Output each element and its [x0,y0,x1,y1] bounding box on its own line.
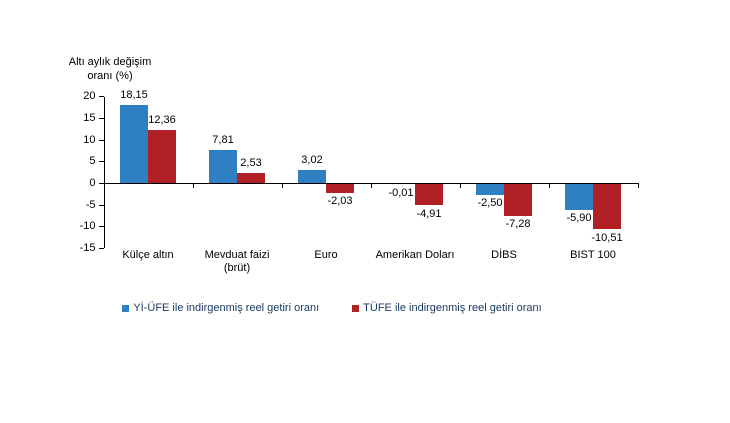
y-tick-label: 10 [83,133,96,146]
bar-value-label: -7,28 [505,218,531,230]
bar-value-label: 7,81 [212,133,234,146]
bar-value-label: -2,50 [477,197,503,210]
bar [565,184,593,210]
y-tick [98,204,104,206]
bar-value-label: 18,15 [120,88,148,101]
bar-value-label: -10,51 [591,231,623,244]
bar-value-label: -2,03 [327,195,353,208]
legend-label: Yİ-ÜFE ile indirgenmiş reel getiri oranı [133,302,320,314]
bar [476,184,504,195]
y-tick [98,96,104,98]
x-tick [370,183,372,188]
x-tick [637,183,639,188]
y-tick-label: -10 [79,220,96,233]
y-tick-label: 0 [89,177,96,189]
x-tick [459,183,461,188]
category-label: Euro [314,249,338,261]
bar [326,184,354,193]
y-axis-title: Altı aylık değişim oranı (%) [68,56,152,82]
y-tick [98,226,104,228]
y-tick [98,139,104,141]
bar [504,184,532,216]
category-label: Külçe altın [122,249,174,261]
legend-item: Yİ-ÜFE ile indirgenmiş reel getiri oranı [122,302,319,315]
y-axis-line [103,96,105,249]
legend: Yİ-ÜFE ile indirgenmiş reel getiri oranı… [0,302,664,315]
bar-value-label: -0,01 [388,186,414,199]
bar [593,184,621,230]
x-tick [548,183,550,188]
category-label: Mevduat faizi (brüt) [204,249,270,274]
x-tick [103,183,105,188]
bar-value-label: 3,02 [301,154,323,167]
y-tick-label: -15 [79,241,96,254]
bar-value-label: 2,53 [240,156,262,169]
category-label: DİBS [491,249,517,261]
y-tick-label: 20 [83,90,96,103]
y-tick-label: 5 [89,155,96,168]
y-tick [98,161,104,163]
bar [209,149,237,184]
bar [298,170,326,184]
bar [120,104,148,184]
y-tick-label: -5 [85,198,96,211]
bar-value-label: 12,36 [148,114,176,127]
bar [148,130,176,184]
category-label: BIST 100 [570,249,616,261]
x-tick [192,183,194,188]
y-tick [98,183,104,184]
bar-value-label: -5,90 [566,212,592,225]
legend-item: TÜFE ile indirgenmiş reel getiri oranı [352,302,542,315]
x-tick [281,183,283,188]
category-label: Amerikan Doları [375,249,455,261]
legend-swatch-icon [122,305,130,312]
y-tick [98,118,104,120]
bar-value-label: -4,91 [416,207,442,220]
bar [237,172,265,184]
bar [415,184,443,206]
legend-label: TÜFE ile indirgenmiş reel getiri oranı [363,302,542,314]
legend-swatch-icon [352,305,360,312]
y-tick-label: 15 [83,112,96,125]
y-tick [98,247,104,249]
